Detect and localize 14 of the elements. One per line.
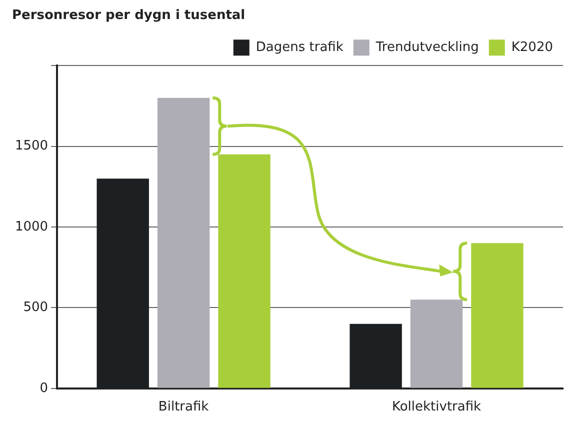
x-tick-label: Biltrafik	[158, 400, 210, 415]
y-tick-label: 1000	[14, 219, 48, 234]
y-tick-label: 1500	[14, 138, 48, 154]
bar	[471, 243, 524, 388]
legend-label: K2020	[511, 40, 553, 55]
bar	[157, 98, 210, 388]
legend-label: Trendutveckling	[374, 40, 479, 55]
bar	[410, 300, 463, 388]
y-tick-label: 0	[40, 380, 48, 396]
x-tick-label: Kollektivtrafik	[392, 400, 482, 415]
legend-label: Dagens trafik	[256, 40, 344, 55]
bar	[218, 154, 270, 388]
y-tick-label: 500	[23, 300, 48, 316]
chart-title: Personresor per dygn i tusental	[12, 8, 246, 24]
